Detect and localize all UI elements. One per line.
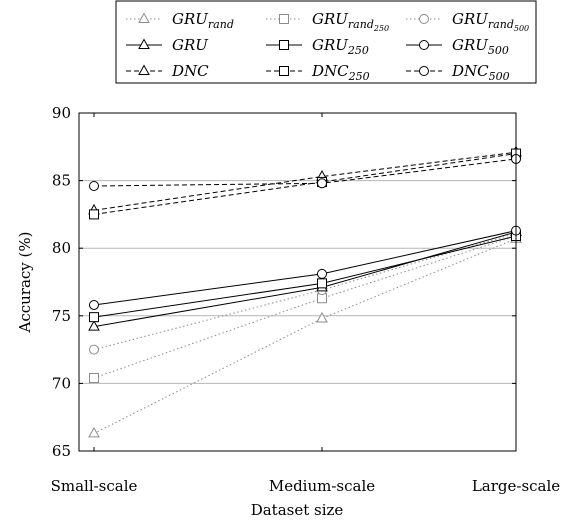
legend-entry: DNC [126, 62, 209, 80]
y-axis-label: Accuracy (%) [16, 231, 34, 333]
legend-entry: GRUrand250 [266, 10, 389, 33]
x-tick-label: Small-scale [51, 477, 138, 495]
data-point [88, 426, 100, 438]
legend: GRUrand GRUrand250 GRUrand500 GRU GRU250 GRU5… [126, 10, 529, 83]
data-point [317, 268, 327, 279]
plot-frame [78, 112, 517, 452]
data-point [89, 344, 99, 355]
y-tick-label: 80 [52, 239, 71, 257]
legend-entry: GRUrand [126, 10, 234, 31]
legend-label: DNC [171, 62, 209, 80]
legend-swatch-marker [279, 14, 289, 24]
legend-swatch-marker [279, 66, 289, 76]
legend-entry: GRUrand500 [406, 10, 529, 33]
series-gru-rand250 [89, 231, 521, 383]
legend-swatch-marker [138, 12, 150, 23]
series-line [93, 235, 517, 379]
series-line [93, 230, 517, 306]
legend-swatch-marker [138, 64, 150, 75]
legend-label: GRU [172, 36, 209, 54]
data-point [317, 178, 327, 189]
data-point [89, 209, 99, 220]
legend-swatch-marker [419, 40, 429, 50]
series-line [93, 238, 517, 434]
legend-label: GRUrand250 [312, 10, 389, 33]
grid [79, 180, 516, 384]
legend-label: GRU250 [312, 36, 369, 57]
data-point [89, 299, 99, 310]
data-point [317, 278, 327, 289]
series-line [93, 151, 517, 211]
legend-swatch-marker [419, 66, 429, 76]
x-tick-label: Large-scale [472, 477, 560, 495]
series-line [93, 153, 517, 215]
legend-swatch-marker [138, 38, 150, 49]
legend-swatch-marker [279, 40, 289, 50]
y-tick-label: 85 [52, 172, 71, 190]
data-point [89, 181, 99, 192]
series-gru [88, 225, 522, 331]
legend-label: DNC250 [311, 62, 370, 83]
legend-entry: GRU500 [406, 36, 509, 57]
data-point [89, 372, 99, 383]
legend-entry: GRU250 [266, 36, 369, 57]
series-line [93, 232, 517, 351]
y-tick-label: 65 [52, 442, 71, 460]
ticks: 65 70 75 80 85 90 Small-scale Medium-scale Large… [51, 104, 561, 495]
legend-label: DNC500 [451, 62, 510, 83]
series-line [93, 231, 517, 328]
series-gru-rand500 [89, 228, 521, 355]
legend-swatch-marker [419, 14, 429, 24]
y-tick-label: 70 [52, 374, 71, 392]
legend-entry: DNC500 [406, 62, 510, 83]
data-point [89, 312, 99, 323]
legend-entry: DNC250 [266, 62, 370, 83]
series-gru-500 [89, 225, 521, 310]
series-gru-rand [88, 232, 522, 438]
x-tick-label: Medium-scale [269, 477, 375, 495]
legend-box [115, 0, 537, 84]
legend-label: GRUrand [172, 10, 234, 31]
series-dnc-500 [89, 153, 521, 192]
legend-entry: GRU [126, 36, 209, 54]
data-point [316, 311, 328, 323]
y-tick-label: 90 [52, 104, 71, 122]
x-axis-label: Dataset size [251, 501, 344, 519]
legend-label: GRU500 [452, 36, 509, 57]
series-layer [88, 145, 522, 438]
data-point [88, 320, 100, 331]
y-tick-label: 75 [52, 307, 71, 325]
legend-label: GRUrand500 [452, 10, 529, 33]
